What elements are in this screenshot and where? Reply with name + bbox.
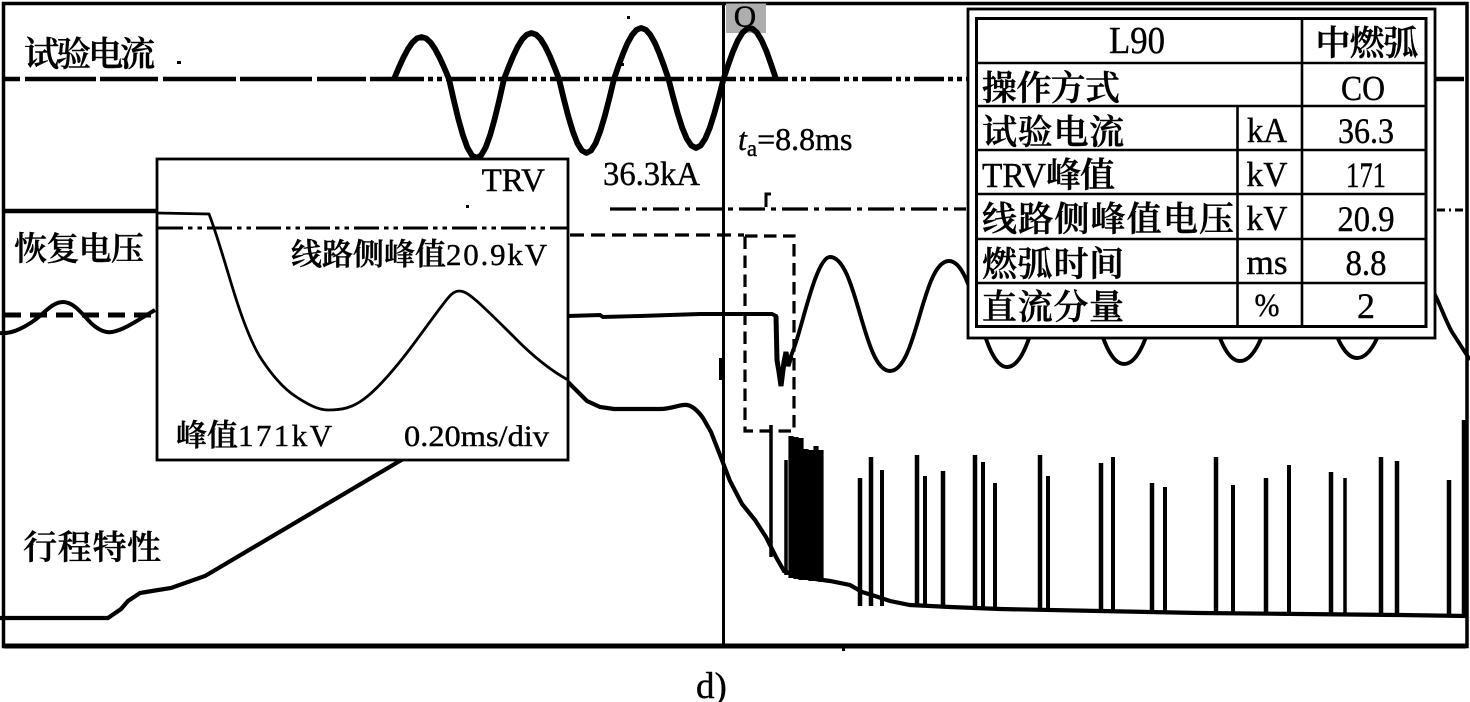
svg-text:O: O — [734, 0, 756, 34]
svg-text:线路侧峰值20.9kV: 线路侧峰值20.9kV — [291, 229, 548, 274]
svg-text:试验电流: 试验电流 — [24, 27, 155, 77]
svg-text:%: % — [1255, 288, 1280, 324]
svg-text:L90: L90 — [1109, 20, 1165, 62]
svg-text:kV: kV — [1247, 155, 1288, 194]
svg-text:20.9: 20.9 — [1338, 199, 1395, 239]
svg-text:36.3kA: 36.3kA — [603, 156, 700, 193]
svg-text:0.20ms/div: 0.20ms/div — [404, 420, 549, 453]
svg-text:恢复电压: 恢复电压 — [14, 223, 144, 270]
svg-text:ms: ms — [1247, 243, 1288, 282]
svg-text:171: 171 — [1346, 155, 1386, 195]
svg-text:燃弧时间: 燃弧时间 — [982, 237, 1124, 287]
svg-text:操作方式: 操作方式 — [982, 61, 1120, 111]
svg-text:直流分量: 直流分量 — [982, 280, 1124, 330]
svg-text:行程特性: 行程特性 — [23, 520, 161, 569]
svg-text:TRV: TRV — [482, 163, 546, 199]
svg-text:2: 2 — [1357, 286, 1375, 326]
svg-text:试验电流: 试验电流 — [982, 105, 1124, 155]
svg-text:36.3: 36.3 — [1338, 111, 1394, 151]
svg-text:d): d) — [696, 666, 727, 702]
svg-text:线路侧峰值电压: 线路侧峰值电压 — [982, 192, 1234, 242]
svg-text:8.8: 8.8 — [1346, 243, 1387, 283]
svg-text:ta=8.8ms: ta=8.8ms — [738, 121, 853, 161]
svg-text:kV: kV — [1247, 199, 1288, 238]
svg-text:CO: CO — [1341, 69, 1385, 108]
svg-text:TRV峰值: TRV峰值 — [982, 148, 1115, 198]
svg-text:kA: kA — [1247, 111, 1288, 150]
svg-text:中燃弧: 中燃弧 — [1316, 16, 1419, 66]
